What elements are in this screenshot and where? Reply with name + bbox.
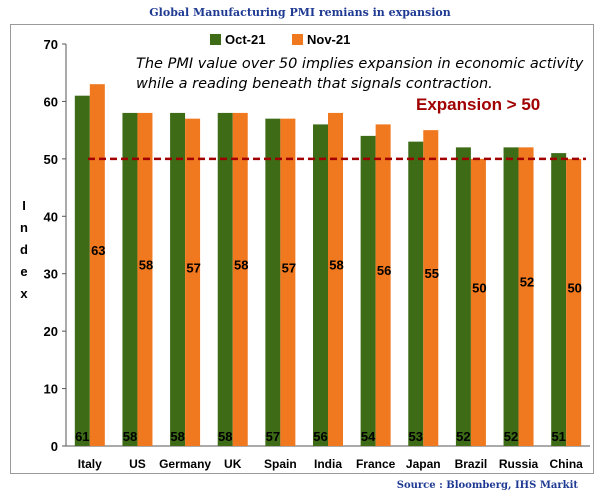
bar-nov-21 <box>232 112 248 447</box>
value-label-oct-21: 58 <box>123 429 137 444</box>
value-label-nov-21: 50 <box>472 280 486 295</box>
y-tick-label: 40 <box>44 209 58 224</box>
legend-swatch-nov <box>292 34 303 45</box>
bar-oct-21 <box>313 124 328 447</box>
x-tick-label: UK <box>224 457 242 471</box>
bar-oct-21 <box>503 147 519 446</box>
value-label-oct-21: 58 <box>170 429 184 444</box>
value-label-nov-21: 55 <box>425 266 439 281</box>
bar-nov-21 <box>375 124 391 447</box>
bar-oct-21 <box>170 112 186 447</box>
x-tick-label: Italy <box>78 457 102 471</box>
bar-nov-21 <box>185 118 201 447</box>
y-tick-label: 20 <box>44 324 58 339</box>
x-tick-label: China <box>550 457 584 471</box>
y-axis-label-letter: n <box>20 220 28 235</box>
y-tick-label: 10 <box>44 382 58 397</box>
y-tick-label: 50 <box>44 152 58 167</box>
value-label-nov-21: 63 <box>91 243 105 258</box>
value-label-oct-21: 57 <box>266 429 280 444</box>
value-label-nov-21: 56 <box>377 263 391 278</box>
x-tick-label: India <box>314 457 342 471</box>
source-note: Source : Bloomberg, IHS Markit <box>396 480 578 491</box>
bar-oct-21 <box>122 112 138 447</box>
value-label-nov-21: 58 <box>234 257 248 272</box>
bar-oct-21 <box>265 118 281 447</box>
y-tick-label: 0 <box>51 439 58 454</box>
y-tick-label: 70 <box>44 37 58 52</box>
y-tick-label: 60 <box>44 94 58 109</box>
value-label-oct-21: 58 <box>218 429 232 444</box>
bar-nov-21 <box>423 130 439 446</box>
x-tick-label: Russia <box>499 457 539 471</box>
bar-nov-21 <box>470 158 486 446</box>
bar-oct-21 <box>74 95 90 446</box>
x-tick-label: France <box>356 457 396 471</box>
value-label-nov-21: 58 <box>329 257 343 272</box>
y-axis-label-letter: I <box>22 198 26 213</box>
x-tick-label: Germany <box>159 457 211 471</box>
value-label-oct-21: 54 <box>361 429 376 444</box>
bar-oct-21 <box>408 141 424 446</box>
legend-swatch-oct <box>210 34 221 45</box>
value-label-oct-21: 52 <box>456 429 470 444</box>
bar-nov-21 <box>328 112 343 447</box>
value-label-oct-21: 52 <box>504 429 518 444</box>
value-label-nov-21: 52 <box>520 275 534 290</box>
legend: Oct-21 Nov-21 <box>210 32 350 47</box>
y-axis-label-letter: x <box>20 286 28 301</box>
bar-oct-21 <box>217 112 233 447</box>
legend-label-oct: Oct-21 <box>225 32 265 47</box>
bar-nov-21 <box>566 158 582 446</box>
value-label-oct-21: 56 <box>313 429 327 444</box>
bar-nov-21 <box>518 147 534 446</box>
annotation-line-1: The PMI value over 50 implies expansion … <box>136 56 584 72</box>
chart-title: Global Manufacturing PMI remians in expa… <box>149 6 451 19</box>
threshold-label: Expansion > 50 <box>416 95 540 114</box>
value-label-nov-21: 58 <box>139 257 153 272</box>
bar-oct-21 <box>455 147 471 446</box>
bar-oct-21 <box>551 153 567 446</box>
y-tick-label: 30 <box>44 267 58 282</box>
bar-nov-21 <box>137 112 153 447</box>
bar-nov-21 <box>89 84 105 446</box>
value-label-nov-21: 57 <box>186 260 200 275</box>
y-axis-label-letter: e <box>20 264 27 279</box>
legend-label-nov: Nov-21 <box>307 32 350 47</box>
chart-frame <box>10 24 594 474</box>
x-tick-label: Japan <box>406 457 441 471</box>
x-tick-label: Spain <box>264 457 297 471</box>
value-label-oct-21: 53 <box>409 429 423 444</box>
value-label-nov-21: 50 <box>567 280 581 295</box>
y-axis-label-letter: d <box>20 242 28 257</box>
annotation-line-2: while a reading beneath that signals con… <box>136 76 493 92</box>
bar-oct-21 <box>360 135 376 446</box>
value-label-oct-21: 61 <box>75 429 89 444</box>
value-label-oct-21: 51 <box>551 429 565 444</box>
x-tick-label: US <box>129 457 146 471</box>
x-tick-label: Brazil <box>455 457 488 471</box>
value-label-nov-21: 57 <box>282 260 296 275</box>
bar-nov-21 <box>280 118 296 447</box>
